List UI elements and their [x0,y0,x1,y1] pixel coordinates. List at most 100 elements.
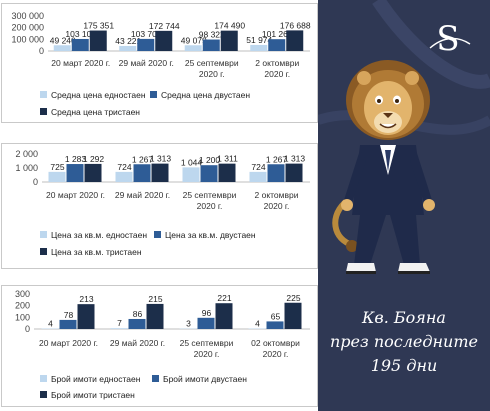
bar [48,171,66,182]
y-tick-label: 2 000 [15,149,38,159]
bar [202,39,220,51]
category-label: 25 септември [185,58,239,68]
bar [285,163,303,182]
data-label: 221 [217,293,231,303]
y-tick-label: 100 [15,312,30,322]
data-label: 1 267 [266,154,288,164]
data-label: 103 108 [65,29,96,39]
data-label: 172 744 [149,21,180,31]
bar [115,171,133,182]
data-label: 1 313 [284,154,306,164]
bar [267,164,285,182]
bar [268,39,286,51]
y-tick-label: 0 [33,177,38,187]
bar [218,163,236,182]
bar [220,30,238,51]
title-line: 195 дни [370,356,438,375]
category-label: 25 септември [183,190,237,200]
data-label: 65 [271,311,281,321]
district-title: Кв. Бояна през последните 195 дни [318,306,490,378]
category-label: 2 октомври [255,190,299,200]
y-tick-label: 300 [15,289,30,299]
bar [53,45,71,51]
logo-swash [429,37,471,49]
category-label: 20 март 2020 г. [46,190,105,200]
legend-swatch [40,375,47,382]
category-label: 29 май 2020 г. [110,338,165,348]
data-label: 49 079 [181,35,207,45]
legend-label: Цена за кв.м. тристаен [51,247,142,257]
bar [66,164,84,182]
category-label: 2020 г. [197,201,223,211]
data-label: 176 688 [280,20,311,30]
sidebar-panel: S [318,0,490,411]
category-label: 29 май 2020 г. [119,58,174,68]
legend-label: Цена за кв.м. едностаен [51,230,147,240]
data-label: 51 974 [246,35,272,45]
bar [89,30,107,51]
category-label: 20 март 2020 г. [39,338,98,348]
data-label: 1 044 [181,157,203,167]
data-label: 78 [64,310,74,320]
bar [155,30,173,51]
y-tick-label: 0 [39,46,44,56]
legend-label: Средна цена двустаен [161,90,250,100]
bar [151,163,169,182]
data-label: 43 221 [115,36,141,46]
bar [84,163,102,182]
data-label: 225 [286,293,300,303]
bar [59,319,77,329]
data-label: 724 [251,162,265,172]
legend-swatch [40,91,47,98]
y-tick-label: 0 [25,324,30,334]
bar [266,321,284,329]
data-label: 103 705 [131,29,162,39]
bar [146,303,164,329]
data-label: 1 311 [217,154,238,164]
category-label: 2 октомври [255,58,299,68]
legend-swatch [40,391,47,398]
category-label: 20 март 2020 г. [51,58,110,68]
lion-mascot-icon [332,60,435,274]
chart-panel-listing-count: 0 100 200 300 4 78 213 20 март 2020 г. 7 86 215 29 … [1,285,318,407]
category-label: 2020 г. [263,349,289,359]
data-label: 101 260 [262,29,293,39]
title-line: Кв. Бояна [362,308,446,327]
category-label: 02 октомври [251,338,300,348]
sidebar-graphics: S [318,0,490,274]
chart-panel-price-per-sqm: 0 1 000 2 000 725 1 283 1 292 20 март 2020 г. 7… [1,143,318,269]
data-label: 49 240 [50,35,76,45]
legend-swatch [40,108,47,115]
legend-swatch [152,375,159,382]
legend-label: Средна цена тристаен [51,107,140,117]
category-label: 29 май 2020 г. [115,190,170,200]
charts-area: 0 100 000 200 000 300 000 49 240 103 108 175 3… [1,3,318,407]
data-label: 213 [79,294,93,304]
data-label: 7 [117,318,122,328]
bar [215,303,233,329]
data-label: 1 267 [132,154,154,164]
y-tick-label: 300 000 [11,11,44,21]
data-label: 4 [255,319,260,329]
data-label: 1 283 [65,154,87,164]
bar [119,45,137,51]
bar [184,45,202,51]
legend-label: Брой имоти двустаен [163,374,247,384]
legend-label: Брой имоти тристаен [51,390,135,400]
decorative-swoosh [372,0,490,89]
data-label: 86 [133,309,143,319]
category-label: 2020 г. [264,69,290,79]
legend-label: Брой имоти едностаен [51,374,141,384]
y-tick-label: 100 000 [11,34,44,44]
bar [182,167,200,182]
data-label: 1 313 [150,154,172,164]
data-label: 1 292 [83,154,105,164]
data-label: 215 [148,294,162,304]
category-label: 2020 г. [264,201,290,211]
bar [71,38,89,51]
bar [284,302,302,329]
legend-label: Цена за кв.м. двустаен [165,230,256,240]
bar [137,38,155,51]
